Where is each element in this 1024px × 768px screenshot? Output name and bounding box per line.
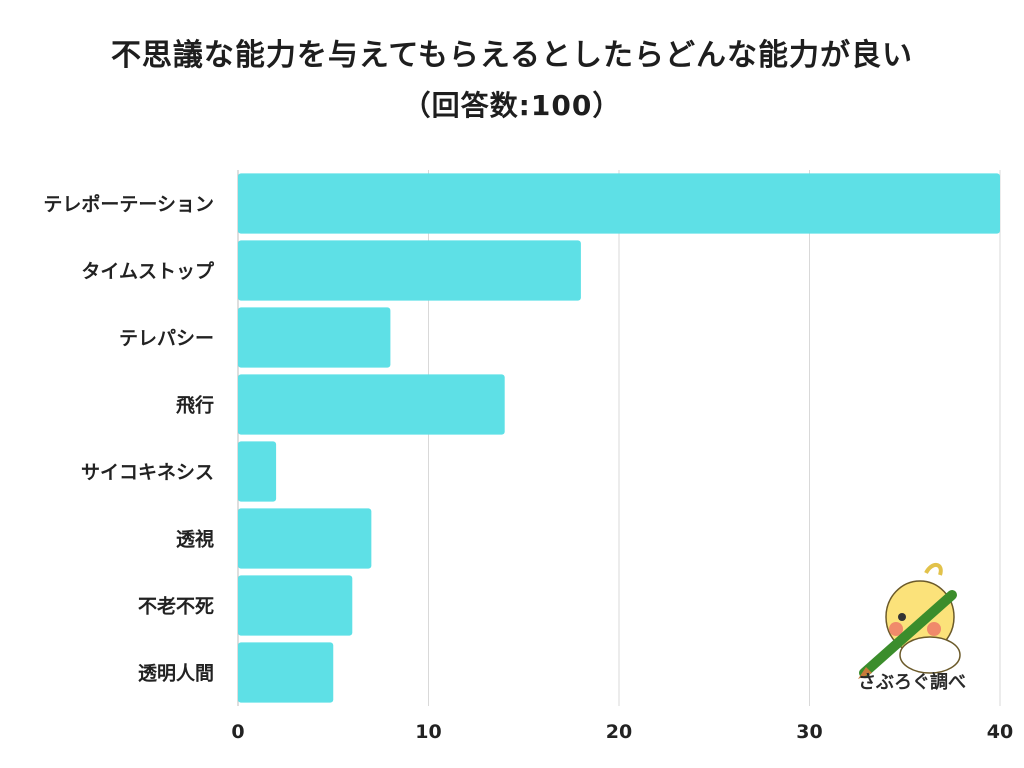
bar <box>238 307 391 368</box>
category-label: サイコキネシス <box>81 462 214 484</box>
bar <box>238 441 277 502</box>
x-tick-label: 10 <box>415 721 441 743</box>
x-tick-label: 40 <box>987 721 1013 743</box>
category-label: 透視 <box>176 528 214 551</box>
category-label: 飛行 <box>176 394 214 417</box>
watermark-label: さぶろぐ調べ <box>858 672 966 693</box>
x-tick-label: 0 <box>231 721 244 743</box>
category-label: 不老不死 <box>138 595 214 618</box>
category-label: テレポーテーション <box>43 193 214 216</box>
bar <box>238 642 334 703</box>
chart-title: 不思議な能力を与えてもらえるとしたらどんな能力が良い <box>110 38 914 73</box>
bird-mascot-icon <box>858 563 961 679</box>
category-label: テレパシー <box>119 328 214 350</box>
bar <box>238 240 581 301</box>
bars <box>238 173 1000 703</box>
category-label: タイムストップ <box>81 260 215 283</box>
bar <box>238 508 372 569</box>
x-axis-ticks: 0 10 20 30 40 <box>231 721 1013 743</box>
chart-subtitle: （回答数:100） <box>402 89 622 122</box>
bar <box>238 575 353 636</box>
x-tick-label: 20 <box>606 721 632 743</box>
bar <box>238 173 1000 234</box>
bar <box>238 374 505 435</box>
category-label: 透明人間 <box>138 663 214 685</box>
x-tick-label: 30 <box>796 721 822 743</box>
